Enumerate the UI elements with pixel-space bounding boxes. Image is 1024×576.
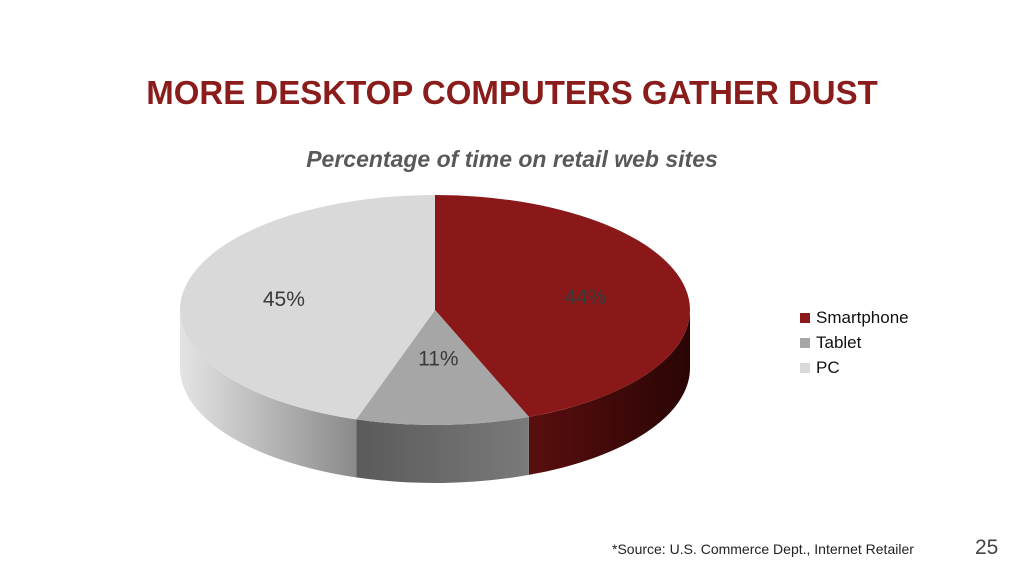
chart-legend: Smartphone Tablet PC <box>800 305 909 380</box>
pie-side-smartphone <box>528 310 690 475</box>
legend-label-pc: PC <box>816 357 840 377</box>
legend-swatch-smartphone <box>800 312 810 323</box>
data-label-pc: 45% <box>263 288 305 311</box>
legend-label-tablet: Tablet <box>816 332 862 352</box>
pie-slice-smartphone <box>435 195 690 417</box>
pie-slice-pc <box>180 195 435 420</box>
source-note: *Source: U.S. Commerce Dept., Internet R… <box>612 541 914 557</box>
pie-side-tablet <box>356 416 529 483</box>
data-label-tablet: 11% <box>418 347 458 370</box>
chart-title: Percentage of time on retail web sites <box>306 146 718 172</box>
page-number: 25 <box>975 536 999 559</box>
pie-slice-tablet <box>356 310 529 425</box>
legend-item-smartphone: Smartphone <box>800 305 909 330</box>
legend-swatch-pc <box>800 362 810 373</box>
legend-item-tablet: Tablet <box>800 330 909 355</box>
legend-label-smartphone: Smartphone <box>816 307 909 327</box>
legend-item-pc: PC <box>800 355 909 380</box>
slide-title: MORE DESKTOP COMPUTERS GATHER DUST <box>146 74 878 111</box>
legend-swatch-tablet <box>800 337 810 348</box>
data-label-smartphone: 44% <box>564 286 606 309</box>
pie-side-pc <box>180 310 357 478</box>
